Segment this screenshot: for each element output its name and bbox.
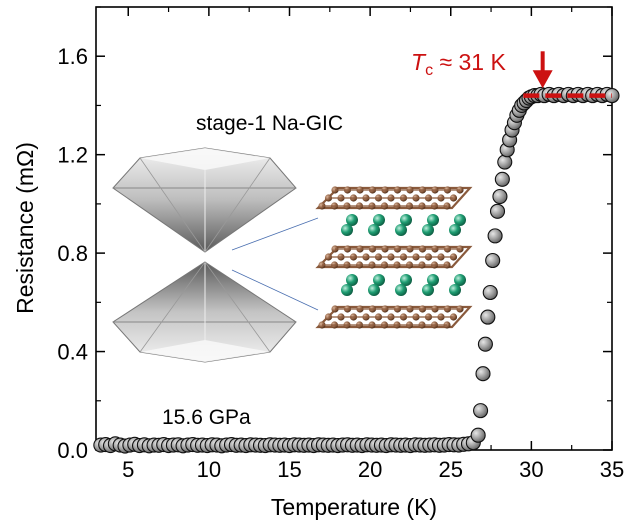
sodium-atom (449, 284, 461, 296)
x-axis-label: Temperature (K) (271, 494, 437, 520)
sample-label: stage-1 Na-GIC (196, 112, 343, 135)
data-point (485, 252, 501, 269)
sodium-atom (368, 284, 380, 296)
sodium-atom (373, 274, 385, 286)
sodium-atom (341, 224, 353, 236)
upper-diamond-icon (112, 147, 297, 253)
sodium-atom (454, 214, 466, 226)
sodium-atom (422, 224, 434, 236)
sodium-atom (341, 284, 353, 296)
data-point (487, 228, 503, 244)
y-axis-label: Resistance (mΩ) (12, 142, 38, 314)
data-series (93, 86, 620, 454)
sodium-atom (427, 274, 439, 286)
y-tick-label: 1.6 (57, 44, 88, 69)
sodium-atom (346, 214, 358, 226)
data-point (489, 203, 506, 219)
data-point (480, 309, 496, 325)
diamond-anvil-inset (112, 147, 473, 363)
data-point (475, 366, 491, 382)
y-tick-label: 0.0 (57, 438, 88, 463)
sodium-atom (427, 214, 439, 226)
x-tick-label: 15 (277, 457, 301, 482)
tc-value: ≈ 31 K (433, 49, 506, 75)
graphite-intercalation-structure-icon (315, 186, 473, 329)
data-point (482, 284, 498, 301)
data-point (494, 171, 510, 187)
sodium-atom (395, 284, 407, 296)
x-tick-label: 35 (600, 457, 624, 482)
x-tick-label: 20 (358, 457, 382, 482)
data-point (470, 427, 486, 443)
sodium-atom (346, 274, 358, 286)
zoom-line-lower (231, 269, 319, 311)
x-tick-label: 5 (122, 457, 134, 482)
lower-diamond-icon (112, 261, 297, 363)
sodium-atom (454, 274, 466, 286)
y-tick-label: 0.4 (57, 340, 88, 365)
sodium-atom (373, 214, 385, 226)
zoom-line-upper (231, 217, 319, 251)
data-point (473, 403, 489, 419)
sodium-atom (400, 214, 412, 226)
tc-arrow-icon (532, 51, 553, 89)
sodium-atom (395, 224, 407, 236)
data-point (497, 154, 513, 170)
x-tick-label: 30 (519, 457, 543, 482)
tc-annotation: Tc ≈ 31 K (411, 49, 506, 79)
x-tick-labels: 5 10 15 20 25 30 35 (122, 457, 624, 482)
y-tick-label: 1.2 (57, 143, 88, 168)
data-point (492, 188, 508, 205)
tc-symbol: T (411, 49, 427, 75)
y-tick-labels: 0.0 0.4 0.8 1.2 1.6 (57, 44, 88, 463)
y-tick-label: 0.8 (57, 241, 88, 266)
pressure-label: 15.6 GPa (162, 406, 251, 429)
sodium-atom (368, 224, 380, 236)
sodium-atom (449, 224, 461, 236)
data-point (477, 336, 493, 352)
x-tick-label: 25 (439, 457, 463, 482)
sodium-atom (422, 284, 434, 296)
x-tick-label: 10 (197, 457, 221, 482)
tc-subscript: c (425, 62, 433, 79)
sodium-atom (400, 274, 412, 286)
